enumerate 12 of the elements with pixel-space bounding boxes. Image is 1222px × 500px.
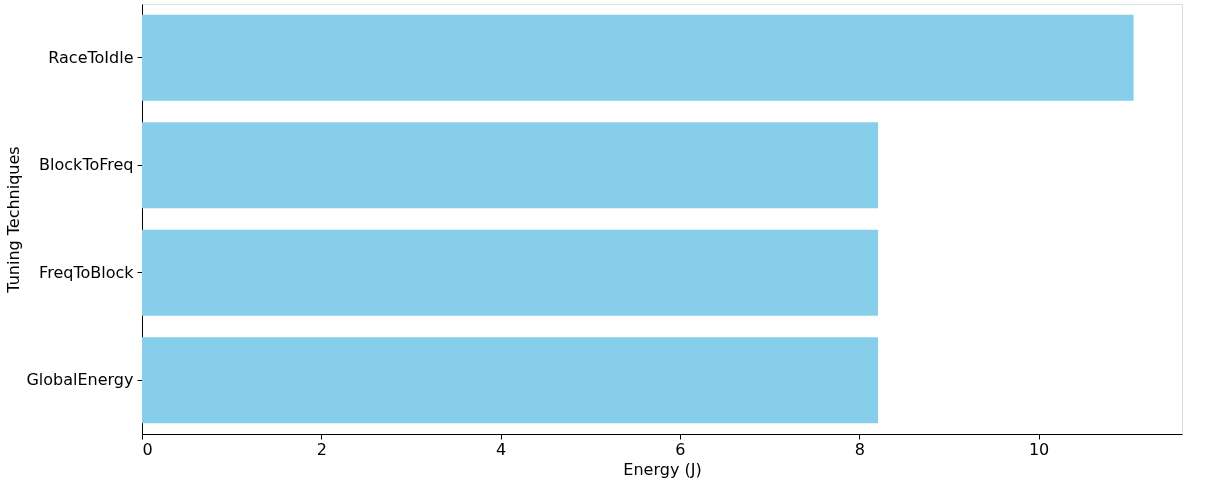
x-tick-label: 4 <box>496 439 507 459</box>
x-tick-label: 10 <box>1028 439 1050 459</box>
x-tick-label: 6 <box>675 439 686 459</box>
y-tick-label: BlockToFreq <box>39 155 134 175</box>
x-axis-title: Energy (J) <box>623 459 702 479</box>
y-tick-label: FreqToBlock <box>39 262 135 282</box>
x-tick-label: 2 <box>316 439 327 459</box>
x-tick-label: 8 <box>854 439 865 459</box>
y-tick-label: GlobalEnergy <box>26 370 134 390</box>
x-tick-label: 0 <box>142 439 153 459</box>
y-axis-title: Tuning Techniques <box>4 146 24 294</box>
y-tick-label: RaceToIdle <box>48 47 134 67</box>
